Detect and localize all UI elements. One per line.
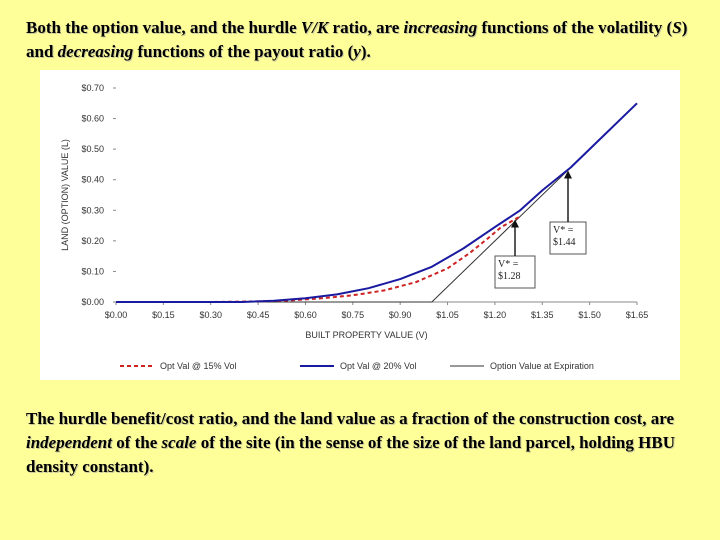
bottom-text-1: The hurdle benefit/cost ratio, and the l… — [26, 409, 675, 428]
x-tick-label: $0.60 — [294, 310, 317, 320]
top-paragraph: Both the option value, and the hurdle V/… — [26, 16, 706, 64]
x-tick-label: $1.65 — [626, 310, 649, 320]
x-tick-label: $1.50 — [578, 310, 601, 320]
chart-panel: $0.00 $0.10 $0.20 $0.30 $0.40 $0.50 $0.60 $0.70… — [40, 70, 680, 380]
top-text-10: y — [353, 42, 361, 61]
annotation-arrow-head — [564, 170, 572, 179]
legend-label: Option Value at Expiration — [490, 361, 594, 371]
y-tick-label: $0.20 — [81, 236, 104, 246]
y-tick-label: $0.00 — [81, 297, 104, 307]
top-text-6: S — [672, 18, 682, 37]
bottom-paragraph: The hurdle benefit/cost ratio, and the l… — [26, 407, 706, 479]
top-text-8: decreasing — [57, 42, 134, 61]
annotation-text: $1.28 — [498, 271, 521, 282]
x-tick-label: $1.20 — [484, 310, 507, 320]
series-line-2 — [116, 102, 638, 303]
y-tick-label: $0.10 — [81, 266, 104, 276]
y-tick-label: $0.60 — [81, 114, 104, 124]
annotation-text: V* = — [553, 225, 574, 236]
y-tick-label: $0.70 — [81, 83, 104, 93]
annotation-box — [494, 255, 536, 289]
x-tick-label: $1.35 — [531, 310, 554, 320]
annotation-box — [549, 221, 587, 255]
top-text-7: ) and — [26, 18, 688, 61]
bottom-text-3: of the — [111, 433, 162, 452]
annotation-arrow-head — [511, 219, 519, 228]
x-tick-label: $0.45 — [247, 310, 270, 320]
bottom-text-2: independent — [26, 433, 112, 452]
x-tick-label: $0.90 — [389, 310, 412, 320]
x-tick-label: $0.75 — [342, 310, 365, 320]
legend-label: Opt Val @ 20% Vol — [340, 361, 417, 371]
legend-label: Opt Val @ 15% Vol — [160, 361, 237, 371]
annotation-text: V* = — [498, 259, 519, 270]
top-text-4: increasing — [403, 18, 478, 37]
x-tick-label: $1.05 — [436, 310, 459, 320]
bottom-text-5: of the site (in the sense of the size of… — [26, 433, 675, 476]
top-text-2: V/K — [300, 18, 329, 37]
y-tick-label: $0.30 — [81, 205, 104, 215]
x-tick-label: $0.15 — [152, 310, 175, 320]
top-text-1: Both the option value, and the hurdle — [26, 18, 301, 37]
series-line-1 — [116, 215, 521, 303]
x-tick-label: $0.30 — [199, 310, 222, 320]
y-axis-title: LAND (OPTION) VALUE (L) — [60, 139, 70, 251]
option-value-chart: $0.00 $0.10 $0.20 $0.30 $0.40 $0.50 $0.60 $0.70… — [60, 83, 649, 371]
series-line-3 — [116, 102, 638, 303]
top-text-5: functions of the volatility ( — [477, 18, 673, 37]
x-axis-title: BUILT PROPERTY VALUE (V) — [305, 330, 427, 340]
x-tick-label: $0.00 — [105, 310, 128, 320]
bottom-text-4: scale — [161, 433, 197, 452]
top-text-11: ). — [360, 42, 371, 61]
annotation-text: $1.44 — [553, 237, 576, 248]
top-text-3: ratio, are — [328, 18, 404, 37]
top-text-9: functions of the payout ratio ( — [133, 42, 354, 61]
y-tick-label: $0.40 — [81, 175, 104, 185]
y-tick-label: $0.50 — [81, 144, 104, 154]
